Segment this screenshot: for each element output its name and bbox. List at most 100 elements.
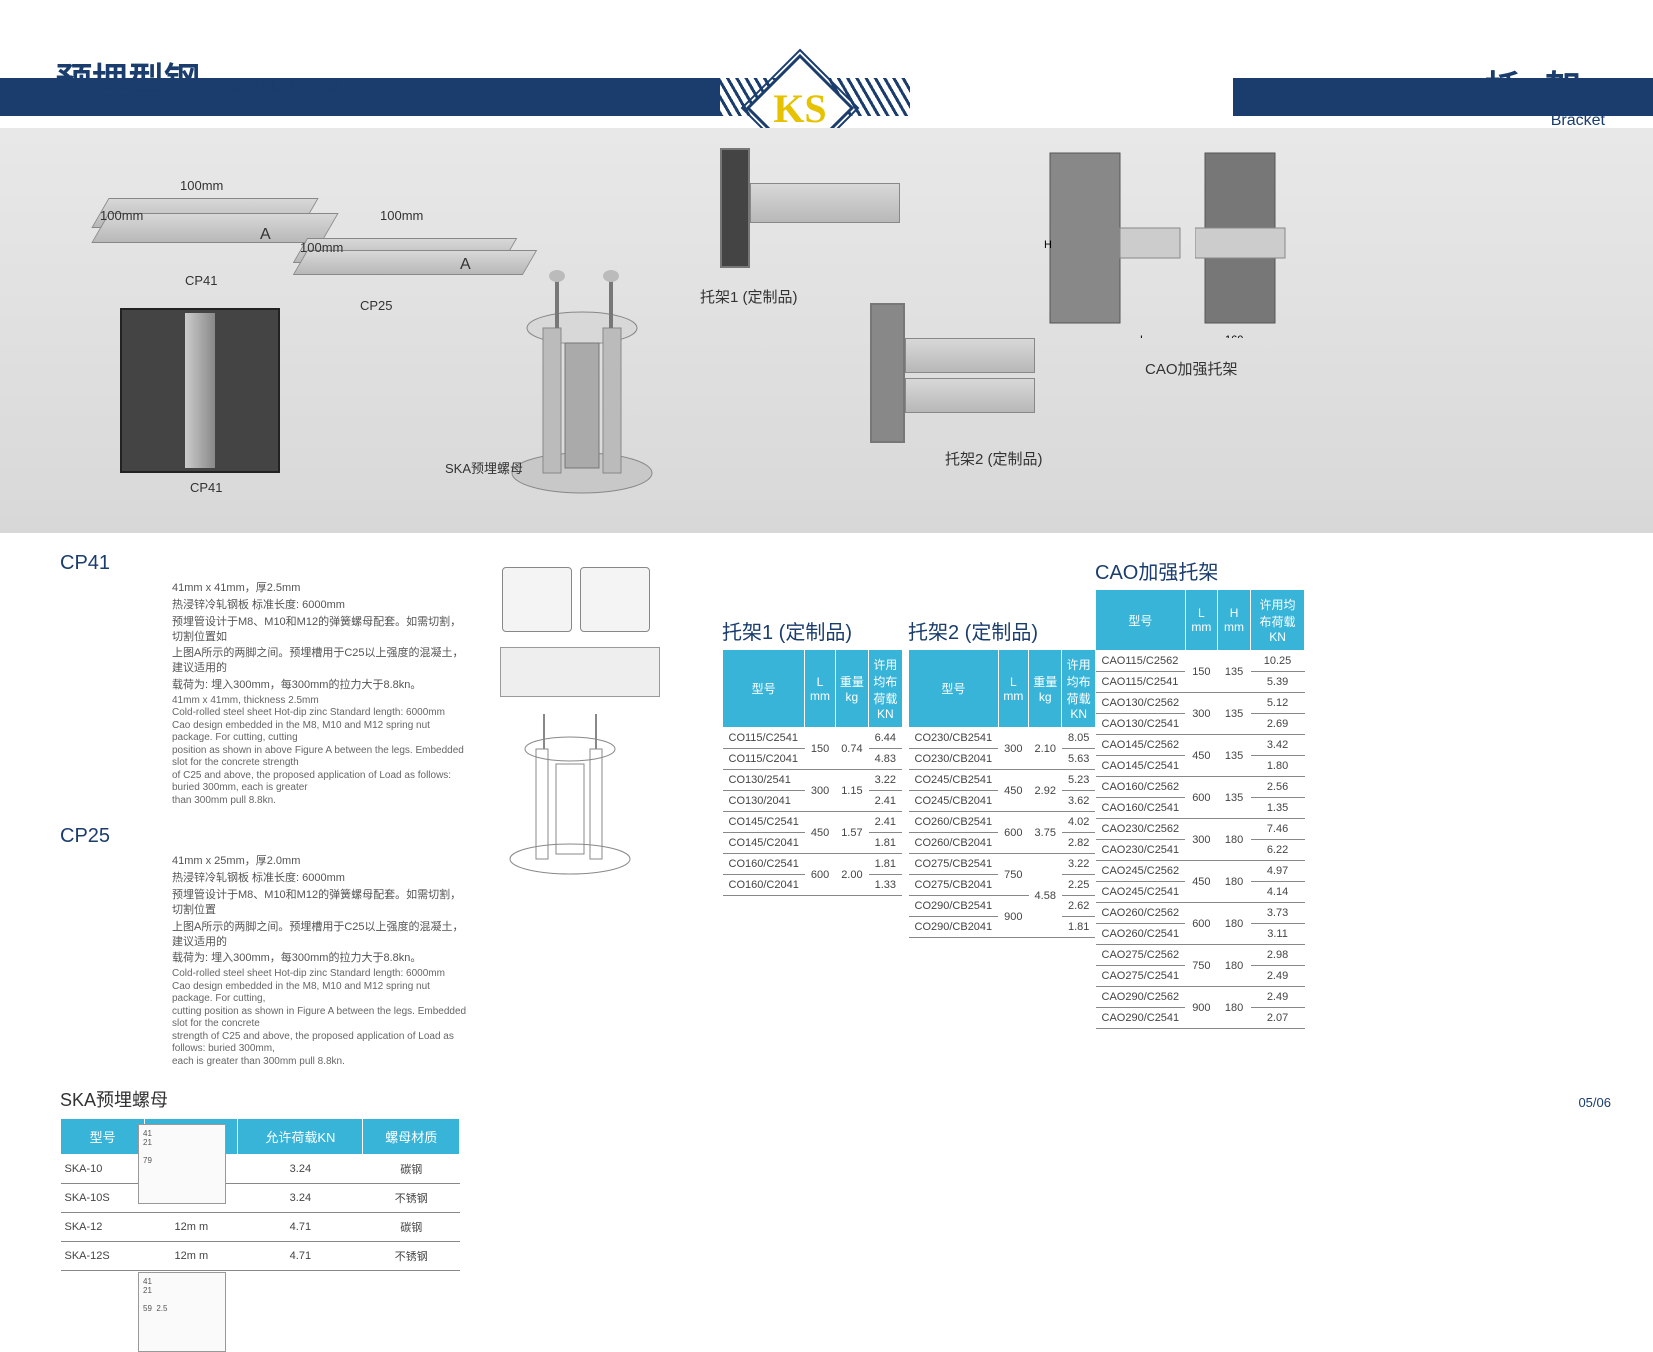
cp25-title: CP25 [60, 825, 470, 848]
table-cell: CAO115/C2562 [1096, 651, 1186, 672]
table-row: CO145/C25414501.572.41 [723, 812, 903, 833]
table-cell: 450 [805, 812, 835, 854]
table-cell: 7.46 [1251, 819, 1305, 840]
cp25-e4: strength of C25 and above, the proposed … [172, 1031, 470, 1056]
table-cell: 5.23 [1062, 770, 1095, 791]
table-cell: CO290/CB2541 [909, 896, 999, 917]
cp41-s5: 载荷为: 埋入300mm，每300mm的拉力大于8.8kn。 [172, 678, 470, 693]
table-cell: CAO130/C2562 [1096, 693, 1186, 714]
table-cell: 180 [1218, 819, 1251, 861]
cao-label: CAO加强托架 [1145, 358, 1238, 379]
page-number: 05/06 [1578, 1095, 1611, 1110]
table-cell: 5.39 [1251, 672, 1305, 693]
table-cell: CAO260/C2541 [1096, 924, 1186, 945]
table-cell: 3.24 [238, 1155, 363, 1184]
table-header: 重量 kg [835, 650, 868, 728]
table-cell: 2.98 [1251, 945, 1305, 966]
table-cell: 300 [998, 728, 1028, 770]
table-cell: 5.63 [1062, 749, 1095, 770]
table-cell: 1.15 [835, 770, 868, 812]
cp25-e3: cutting position as shown in Figure A be… [172, 1006, 470, 1031]
svg-text:H: H [1044, 239, 1052, 251]
table-row: CO290/CB25419002.62 [909, 896, 1096, 917]
table-header: 许用均布荷载KN [1062, 650, 1095, 728]
table-cell: 1.81 [869, 854, 902, 875]
table-cell: CO290/CB2041 [909, 917, 999, 938]
table-cell: 450 [998, 770, 1028, 812]
cp41-label-2: CP41 [190, 480, 223, 495]
table-cell: 2.10 [1029, 728, 1062, 770]
install-diagrams [500, 565, 680, 875]
table-cell: 1.57 [835, 812, 868, 854]
dim-100-1: 100mm [100, 208, 143, 223]
table-header: 型号 [61, 1119, 145, 1155]
table-cell: 2.49 [1251, 987, 1305, 1008]
table-cell: 600 [998, 812, 1028, 854]
dim-a1: A [260, 226, 271, 244]
table-cell: 碳钢 [363, 1213, 460, 1242]
table-row: CAO275/C25627501802.98 [1096, 945, 1305, 966]
install-step-2 [580, 567, 650, 632]
install-step-1 [502, 567, 572, 632]
table-cell: 450 [1185, 861, 1217, 903]
bracket1-table-area: 托架1 (定制品) 型号L mm重量 kg许用均布荷载KN CO115/C254… [722, 616, 892, 896]
table-cell: 4.71 [238, 1242, 363, 1271]
table-header: 重量 kg [1029, 650, 1062, 728]
table-row: SKA-12S12m m4.71不锈钢 [61, 1242, 460, 1271]
table-cell: 4.83 [869, 749, 902, 770]
table-row: SKA-10S10m m3.24不锈钢 [61, 1184, 460, 1213]
table-cell: 2.41 [869, 812, 902, 833]
table-cell: 3.11 [1251, 924, 1305, 945]
table-cell: CO115/C2541 [723, 728, 805, 749]
cao-tbl-title: CAO加强托架 [1095, 556, 1305, 585]
table-header: 许用均布荷载KN [1251, 590, 1305, 651]
table-cell: 4.58 [1029, 854, 1062, 938]
table-cell: 150 [805, 728, 835, 770]
cp41-e6: than 300mm pull 8.8kn. [172, 795, 470, 808]
table-cell: 0.74 [835, 728, 868, 770]
ska-table: 型号螺杆径M允许荷载KN螺母材质 SKA-1010m m3.24碳钢SKA-10… [60, 1118, 460, 1271]
dim-100-3: 100mm [300, 240, 343, 255]
table-row: CAO290/C25629001802.49 [1096, 987, 1305, 1008]
title-left: 预埋型钢 Embedded steel [56, 52, 338, 104]
table-header: 型号 [723, 650, 805, 728]
table-cell: 2.07 [1251, 1008, 1305, 1029]
table-row: CAO145/C25624501353.42 [1096, 735, 1305, 756]
table-cell: 135 [1218, 735, 1251, 777]
table-row: CO160/C25416002.001.81 [723, 854, 903, 875]
table-row: SKA-1010m m3.24碳钢 [61, 1155, 460, 1184]
bracket1-plate [720, 148, 750, 268]
table-cell: CO245/CB2041 [909, 791, 999, 812]
table-cell: 4.97 [1251, 861, 1305, 882]
cp25-s1: 41mm x 25mm，厚2.0mm [172, 854, 470, 869]
table-cell: 6.44 [869, 728, 902, 749]
table-cell: 750 [998, 854, 1028, 896]
table-cell: CO275/CB2041 [909, 875, 999, 896]
table-cell: 4.02 [1062, 812, 1095, 833]
table-cell: CO275/CB2541 [909, 854, 999, 875]
table-cell: 2.00 [835, 854, 868, 896]
table-row: CO230/CB25413002.108.05 [909, 728, 1096, 749]
table-cell: 150 [1185, 651, 1217, 693]
table-cell: CO145/C2041 [723, 833, 805, 854]
cp41-e2: Cold-rolled steel sheet Hot-dip zinc Sta… [172, 707, 470, 720]
table-cell: CAO115/C2541 [1096, 672, 1186, 693]
svg-text:160: 160 [1225, 334, 1243, 338]
cp25-s3: 预埋管设计于M8、M10和M12的弹簧螺母配套。如需切割，切割位置 [172, 888, 470, 918]
table-header: H mm [1218, 590, 1251, 651]
table-cell: 5.12 [1251, 693, 1305, 714]
table-row: CAO245/C25624501804.97 [1096, 861, 1305, 882]
table-cell: 1.81 [1062, 917, 1095, 938]
cp41-s4: 上图A所示的两脚之间。预埋槽用于C25以上强度的混凝土，建议适用的 [172, 646, 470, 676]
table-cell: 不锈钢 [363, 1242, 460, 1271]
table-cell: 3.62 [1062, 791, 1095, 812]
table-cell: 180 [1218, 861, 1251, 903]
cao-table: 型号L mmH mm许用均布荷载KN CAO115/C256215013510.… [1095, 589, 1305, 1029]
table-cell: 600 [805, 854, 835, 896]
cp25-s5: 载荷为: 埋入300mm，每300mm的拉力大于8.8kn。 [172, 951, 470, 966]
cp41-cross-section: 412179 [138, 1124, 226, 1204]
table-cell: CO230/CB2541 [909, 728, 999, 749]
table-cell: 3.75 [1029, 812, 1062, 854]
cp41-e3: Cao design embedded in the M8, M10 and M… [172, 720, 470, 745]
cp25-label: CP25 [360, 298, 393, 313]
